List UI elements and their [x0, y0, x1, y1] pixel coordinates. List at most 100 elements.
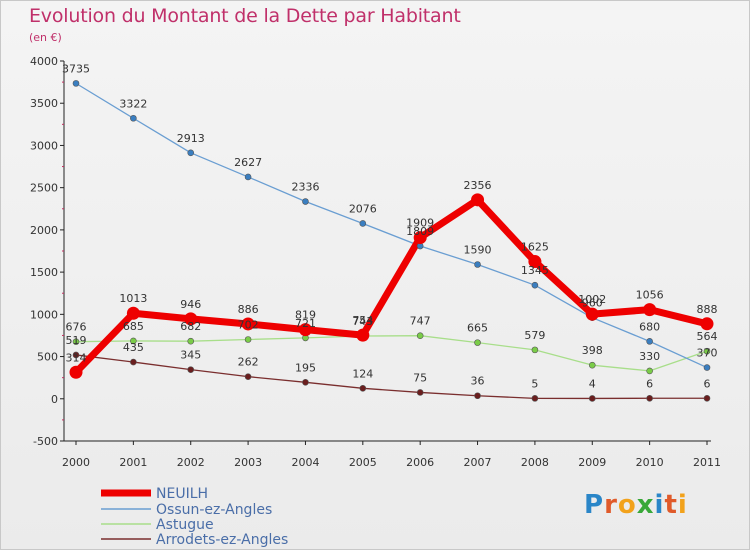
data-point	[72, 351, 80, 359]
y-tick-label: 500	[37, 351, 58, 364]
data-label: 6	[646, 377, 653, 390]
data-label: 370	[697, 347, 718, 360]
data-label: 2076	[349, 202, 377, 215]
data-point	[72, 80, 80, 87]
x-tick-label: 2010	[636, 456, 664, 469]
data-label: 754	[352, 314, 373, 327]
data-label: 721	[295, 317, 316, 330]
logo-letter: o	[617, 490, 637, 520]
data-point	[356, 328, 370, 342]
data-point	[69, 365, 83, 379]
logo-letter: P	[584, 490, 605, 520]
data-label: 1590	[464, 244, 492, 257]
data-label: 1909	[406, 217, 434, 230]
y-tick-label: 1000	[30, 308, 58, 321]
data-point	[184, 312, 198, 326]
data-label: 435	[123, 341, 144, 354]
data-label: 330	[639, 350, 660, 363]
data-point	[244, 373, 252, 380]
data-point	[531, 395, 539, 402]
data-point	[302, 198, 309, 205]
legend-label: NEUILH	[156, 486, 208, 502]
series-line-neuilh	[72, 196, 711, 376]
data-label: 1345	[521, 264, 549, 277]
data-point	[416, 332, 424, 339]
x-tick-label: 2003	[234, 456, 262, 469]
y-tick-label: 4000	[30, 55, 58, 68]
logo-letter: r	[604, 490, 618, 520]
data-point	[528, 255, 542, 269]
chart-title: Evolution du Montant de la Dette par Hab…	[29, 5, 461, 27]
data-label: 682	[180, 320, 201, 333]
data-labels: 519 435 345 262 195 124 75 36 5 4 6 6 676 685 682 702 72…	[62, 62, 718, 390]
data-label: 743	[352, 315, 373, 328]
series-line-astugue	[75, 335, 708, 372]
x-tick-label: 2009	[578, 456, 606, 469]
x-tick-label: 2005	[349, 456, 377, 469]
legend: NEUILHOssun-ez-AnglesAstugueArrodets-ez-…	[101, 486, 288, 548]
data-point	[588, 395, 596, 402]
data-label: 702	[238, 318, 259, 331]
data-point	[474, 339, 481, 346]
data-label: 3735	[62, 62, 90, 75]
x-tick-label: 2004	[291, 456, 319, 469]
data-point	[703, 347, 711, 355]
data-label: 888	[697, 303, 718, 316]
legend-label: Arrodets-ez-Angles	[156, 532, 288, 548]
series-line-ossun-ez-angles	[75, 82, 708, 369]
data-point	[471, 193, 485, 207]
data-label: 519	[66, 334, 87, 347]
data-label: 4	[589, 377, 596, 390]
logo-letter: i	[677, 490, 688, 520]
data-point	[416, 389, 424, 396]
logo-letter: t	[664, 490, 678, 520]
data-label: 1013	[119, 292, 147, 305]
data-point	[187, 366, 195, 373]
data-label: 680	[639, 320, 660, 333]
data-point	[130, 114, 137, 122]
x-tick-label: 2011	[693, 456, 721, 469]
data-label: 314	[66, 351, 87, 364]
data-point	[588, 361, 596, 369]
y-tick-label: 2000	[30, 224, 58, 237]
proxiti-logo: Proxiti	[584, 490, 688, 520]
data-label: 36	[471, 375, 485, 388]
data-point	[130, 337, 137, 345]
logo-letter: i	[654, 490, 665, 520]
data-label: 3322	[119, 97, 147, 110]
x-tick-label: 2001	[119, 456, 147, 469]
data-point	[643, 303, 657, 317]
data-label: 2336	[291, 181, 319, 194]
data-point	[585, 307, 599, 321]
data-label: 1809	[406, 225, 434, 238]
x-tick-label: 2008	[521, 456, 549, 469]
data-label: 960	[582, 297, 603, 310]
series-line-arrodets-ez-angles	[75, 354, 708, 400]
data-label: 1002	[578, 293, 606, 306]
x-tick-label: 2002	[177, 456, 205, 469]
data-label: 124	[352, 367, 373, 380]
chart-unit: (en €)	[29, 31, 62, 44]
data-label: 262	[238, 356, 259, 369]
data-label: 819	[295, 309, 316, 322]
data-label: 747	[410, 315, 431, 328]
data-label: 195	[295, 361, 316, 374]
data-point	[298, 323, 312, 337]
data-label: 665	[467, 322, 488, 335]
data-point	[359, 220, 367, 227]
data-point	[244, 173, 252, 181]
logo-letter: x	[636, 490, 655, 520]
legend-label: Astugue	[156, 517, 214, 533]
data-point	[703, 364, 711, 371]
legend-label: Ossun-ez-Angles	[156, 502, 272, 518]
series-points	[69, 80, 714, 402]
data-point	[241, 317, 255, 331]
data-point	[302, 379, 309, 386]
data-label: 886	[238, 303, 259, 316]
data-label: 564	[697, 330, 718, 343]
x-tick-label: 2006	[406, 456, 434, 469]
data-label: 6	[704, 377, 711, 390]
data-point	[187, 149, 195, 157]
